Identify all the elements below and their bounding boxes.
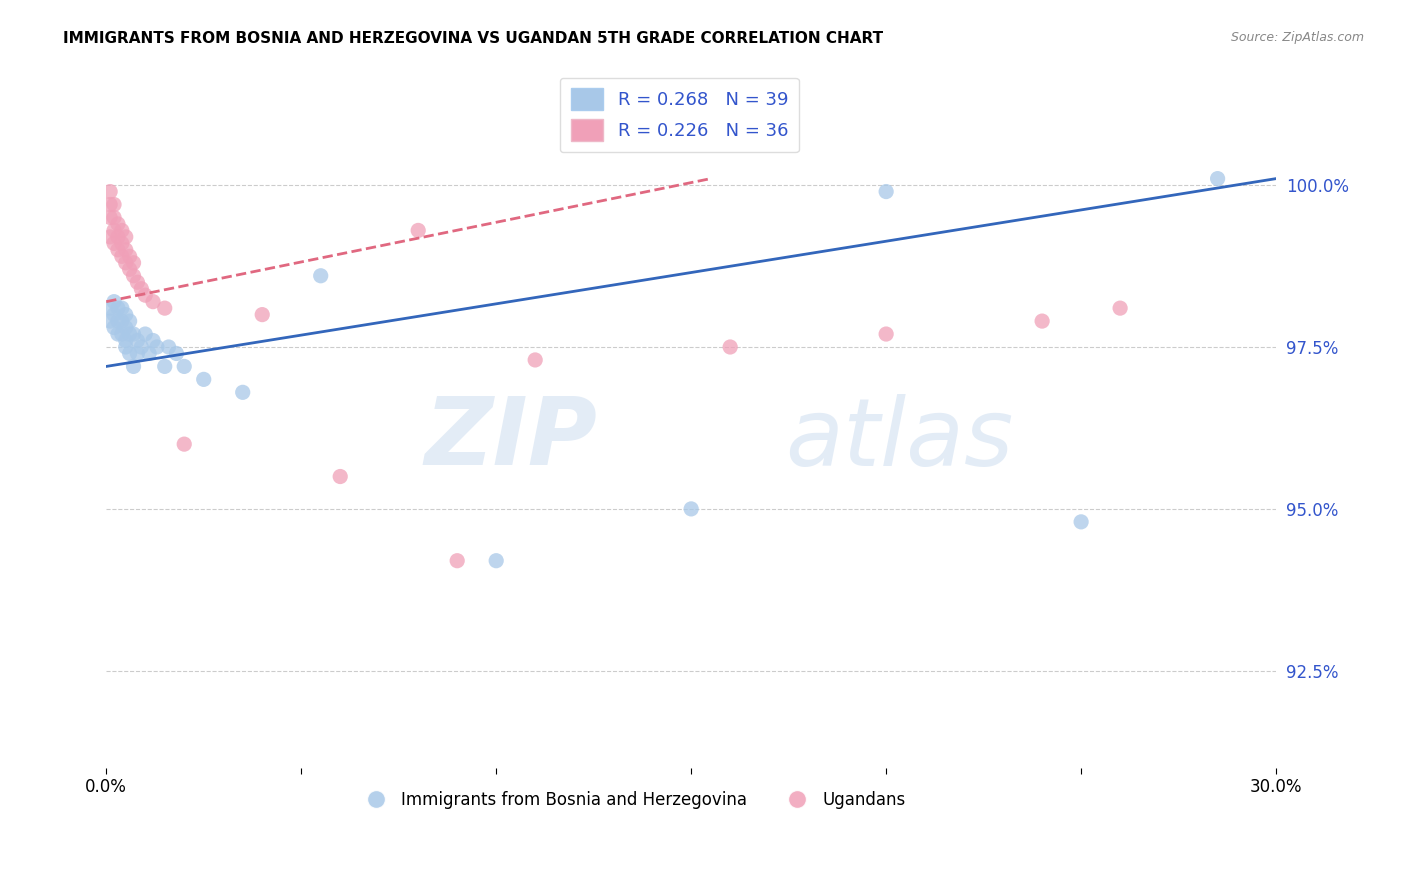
Point <box>122 326 145 341</box>
Point <box>98 314 121 328</box>
Point <box>98 211 121 225</box>
Point <box>107 314 129 328</box>
Point <box>114 308 136 322</box>
Point <box>406 223 429 237</box>
Point <box>98 197 121 211</box>
Point <box>103 211 125 225</box>
Point <box>98 301 121 315</box>
Point <box>173 359 195 374</box>
Point <box>103 308 125 322</box>
Point <box>103 236 125 251</box>
Point <box>250 308 273 322</box>
Point <box>127 346 149 360</box>
Point <box>524 353 547 368</box>
Point <box>107 243 129 257</box>
Text: atlas: atlas <box>785 393 1012 484</box>
Point <box>875 326 897 341</box>
Point <box>153 359 176 374</box>
Point <box>122 359 145 374</box>
Point <box>103 294 125 309</box>
Point <box>122 256 145 270</box>
Point <box>173 437 195 451</box>
Point <box>875 185 897 199</box>
Point <box>111 236 134 251</box>
Point <box>681 502 703 516</box>
Point <box>1109 301 1132 315</box>
Point <box>309 268 332 283</box>
Point <box>446 554 468 568</box>
Point <box>142 294 165 309</box>
Point <box>118 262 141 277</box>
Point <box>127 275 149 289</box>
Point <box>1031 314 1053 328</box>
Point <box>103 320 125 334</box>
Point <box>107 301 129 315</box>
Point <box>111 314 134 328</box>
Point <box>98 185 121 199</box>
Point <box>127 334 149 348</box>
Point <box>718 340 741 354</box>
Point <box>114 230 136 244</box>
Point <box>118 326 141 341</box>
Point <box>114 320 136 334</box>
Point <box>107 230 129 244</box>
Point <box>146 340 169 354</box>
Text: ZIP: ZIP <box>425 393 598 485</box>
Point <box>138 346 160 360</box>
Legend: Immigrants from Bosnia and Herzegovina, Ugandans: Immigrants from Bosnia and Herzegovina, … <box>353 784 912 815</box>
Point <box>485 554 508 568</box>
Point <box>114 334 136 348</box>
Text: Source: ZipAtlas.com: Source: ZipAtlas.com <box>1230 31 1364 45</box>
Point <box>103 223 125 237</box>
Point <box>111 301 134 315</box>
Point <box>114 256 136 270</box>
Point <box>329 469 352 483</box>
Point <box>118 314 141 328</box>
Point <box>1070 515 1092 529</box>
Point <box>111 326 134 341</box>
Point <box>193 372 215 386</box>
Point <box>118 249 141 263</box>
Point <box>232 385 254 400</box>
Point <box>111 249 134 263</box>
Point <box>153 301 176 315</box>
Point <box>142 334 165 348</box>
Point <box>107 326 129 341</box>
Point <box>118 346 141 360</box>
Point <box>107 217 129 231</box>
Point <box>131 340 153 354</box>
Point <box>122 268 145 283</box>
Text: IMMIGRANTS FROM BOSNIA AND HERZEGOVINA VS UGANDAN 5TH GRADE CORRELATION CHART: IMMIGRANTS FROM BOSNIA AND HERZEGOVINA V… <box>63 31 883 46</box>
Point <box>114 243 136 257</box>
Point <box>134 326 156 341</box>
Point <box>131 282 153 296</box>
Point <box>114 340 136 354</box>
Point <box>98 230 121 244</box>
Point <box>157 340 180 354</box>
Point <box>165 346 187 360</box>
Point <box>103 197 125 211</box>
Point <box>134 288 156 302</box>
Point <box>1206 171 1229 186</box>
Point <box>111 223 134 237</box>
